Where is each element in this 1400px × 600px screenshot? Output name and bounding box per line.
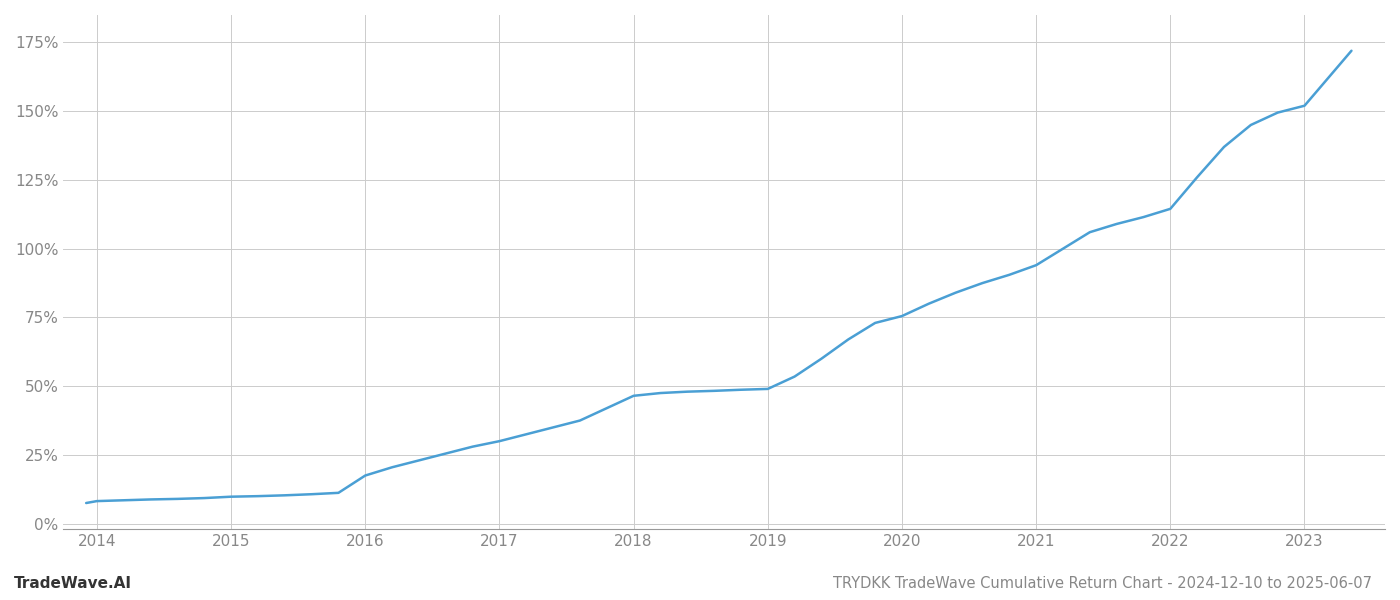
- Text: TradeWave.AI: TradeWave.AI: [14, 576, 132, 591]
- Text: TRYDKK TradeWave Cumulative Return Chart - 2024-12-10 to 2025-06-07: TRYDKK TradeWave Cumulative Return Chart…: [833, 576, 1372, 591]
